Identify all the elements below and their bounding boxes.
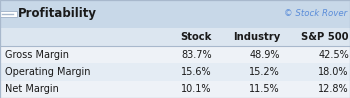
Bar xyxy=(0,28,350,46)
Text: 11.5%: 11.5% xyxy=(249,84,280,94)
Text: 10.1%: 10.1% xyxy=(181,84,212,94)
Text: Industry: Industry xyxy=(233,32,280,42)
Bar xyxy=(0,63,350,81)
Text: S&P 500: S&P 500 xyxy=(301,32,349,42)
Bar xyxy=(0,11,18,17)
Text: Stock: Stock xyxy=(180,32,212,42)
Text: 12.8%: 12.8% xyxy=(318,84,349,94)
Text: Gross Margin: Gross Margin xyxy=(5,50,69,60)
Text: 18.0%: 18.0% xyxy=(318,67,349,77)
Text: 42.5%: 42.5% xyxy=(318,50,349,60)
Text: 48.9%: 48.9% xyxy=(250,50,280,60)
Text: 83.7%: 83.7% xyxy=(181,50,212,60)
Text: 15.2%: 15.2% xyxy=(249,67,280,77)
Text: Profitability: Profitability xyxy=(18,7,97,20)
Text: © Stock Rover: © Stock Rover xyxy=(284,10,347,18)
Bar xyxy=(0,81,350,98)
Text: Operating Margin: Operating Margin xyxy=(5,67,91,77)
Bar xyxy=(0,0,350,28)
Text: 15.6%: 15.6% xyxy=(181,67,212,77)
Text: Net Margin: Net Margin xyxy=(5,84,59,94)
Bar xyxy=(0,46,350,63)
